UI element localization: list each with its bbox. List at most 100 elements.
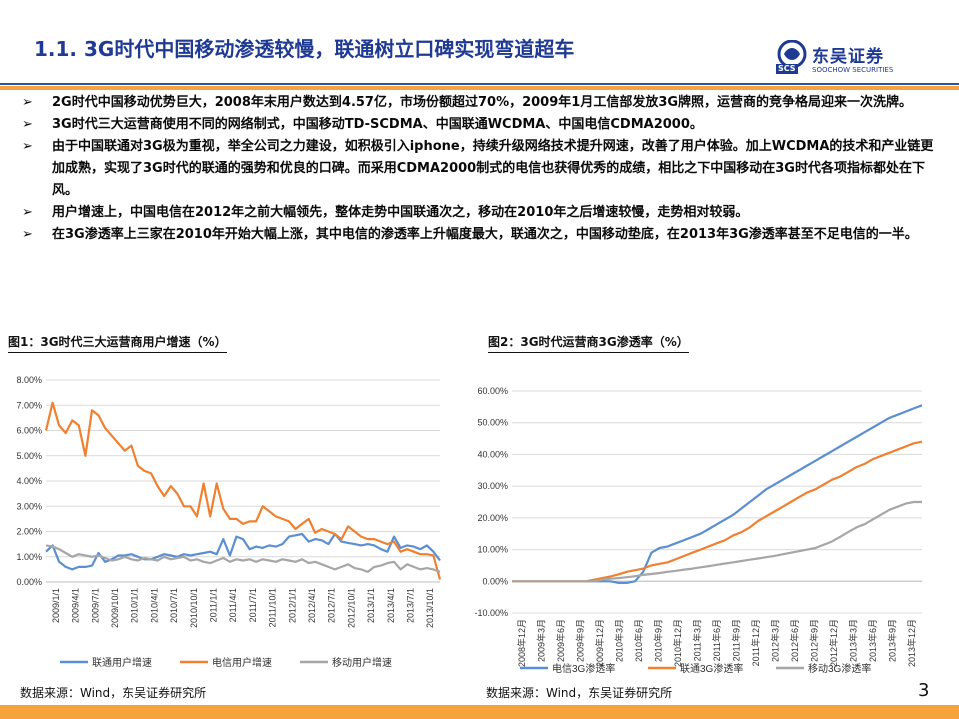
- x-tick-label: 2010年9月: [652, 619, 663, 662]
- x-tick-label: 2009/1/1: [51, 588, 61, 623]
- x-tick-label: 2009/7/1: [90, 588, 100, 623]
- x-tick-label: 2013年12月: [906, 619, 917, 667]
- x-tick-label: 2009年3月: [535, 619, 546, 662]
- x-tick-label: 2009年12月: [594, 619, 605, 667]
- x-tick-label: 2009/4/1: [71, 588, 81, 623]
- bullet-arrow-icon: ➢: [22, 227, 33, 242]
- bullet-text: 在3G渗透率上三家在2010年开始大幅上涨，其中电信的渗透率上升幅度最大，联通次…: [52, 227, 918, 242]
- legend-label: 电信用户增速: [212, 656, 272, 669]
- series-line: [45, 544, 441, 573]
- legend-label: 移动用户增速: [332, 656, 392, 669]
- legend-label: 联通3G渗透率: [680, 662, 743, 675]
- figure2-title: 图2：3G时代运营商3G渗透率（%）: [488, 333, 689, 353]
- y-tick-label: 1.00%: [16, 552, 42, 562]
- y-tick-label: 6.00%: [16, 426, 42, 436]
- x-tick-label: 2012/1/1: [287, 588, 297, 623]
- y-tick-label: 50.00%: [477, 418, 508, 428]
- x-tick-label: 2013年6月: [867, 619, 878, 662]
- y-tick-label: 10.00%: [477, 545, 508, 555]
- x-tick-label: 2013年3月: [848, 619, 859, 662]
- header-rule-blue: [0, 83, 959, 85]
- x-tick-label: 2012年6月: [789, 619, 800, 662]
- x-tick-label: 2013/4/1: [386, 588, 396, 623]
- x-tick-label: 2013年9月: [887, 619, 898, 662]
- x-tick-label: 2010/4/1: [149, 588, 159, 623]
- x-tick-label: 2012年12月: [828, 619, 839, 667]
- bullet-item: ➢ 2G时代中国移动优势巨大，2008年末用户数达到4.57亿，市场份额超过70…: [20, 92, 945, 114]
- bullet-item: ➢ 3G时代三大运营商使用不同的网络制式，中国移动TD-SCDMA、中国联通WC…: [20, 114, 945, 136]
- bullet-arrow-icon: ➢: [22, 117, 33, 132]
- bullet-text: 用户增速上，中国电信在2012年之前大幅领先，整体走势中国联通次之，移动在201…: [52, 205, 749, 220]
- y-tick-label: 2.00%: [16, 527, 42, 537]
- y-tick-label: 40.00%: [477, 449, 508, 459]
- x-tick-label: 2010/10/1: [189, 588, 199, 628]
- source-note-1: 数据来源：Wind，东吴证券研究所: [20, 686, 207, 700]
- bullet-list: ➢ 2G时代中国移动优势巨大，2008年末用户数达到4.57亿，市场份额超过70…: [20, 92, 945, 246]
- x-tick-label: 2010年3月: [613, 619, 624, 662]
- y-tick-label: -10.00%: [474, 608, 508, 618]
- series-line: [45, 532, 441, 571]
- footer-bar: [0, 705, 959, 719]
- x-tick-label: 2012年9月: [809, 619, 820, 662]
- x-tick-label: 2011年12月: [750, 619, 761, 666]
- x-tick-label: 2011/10/1: [268, 588, 278, 627]
- x-tick-label: 2013/7/1: [405, 588, 415, 623]
- bullet-item: ➢ 由于中国联通对3G极为重视，举全公司之力建设，如积极引入iphone，持续升…: [20, 136, 945, 202]
- series-line: [512, 404, 923, 584]
- x-tick-label: 2013/10/1: [425, 588, 435, 628]
- series-line: [512, 440, 923, 583]
- legend-label: 联通用户增速: [92, 656, 152, 669]
- x-tick-label: 2013/1/1: [366, 588, 376, 623]
- legend-label: 移动3G渗透率: [808, 662, 871, 675]
- y-tick-label: 20.00%: [477, 513, 508, 523]
- series-line: [44, 401, 442, 580]
- x-tick-label: 2012/4/1: [307, 588, 317, 623]
- x-tick-label: 2011年6月: [711, 619, 722, 661]
- bullet-text: 3G时代三大运营商使用不同的网络制式，中国移动TD-SCDMA、中国联通WCDM…: [52, 117, 703, 132]
- bullet-item: ➢ 在3G渗透率上三家在2010年开始大幅上涨，其中电信的渗透率上升幅度最大，联…: [20, 224, 945, 246]
- x-tick-label: 2011/4/1: [228, 588, 238, 622]
- x-tick-label: 2011年3月: [691, 619, 702, 661]
- page-title: 1.1. 3G时代中国移动渗透较慢，联通树立口碑实现弯道超车: [34, 37, 575, 61]
- x-tick-label: 2011年9月: [731, 619, 742, 661]
- y-tick-label: 7.00%: [16, 400, 42, 410]
- y-tick-label: 5.00%: [16, 451, 42, 461]
- y-tick-label: 60.00%: [477, 386, 508, 396]
- y-tick-label: 4.00%: [16, 476, 42, 486]
- bullet-arrow-icon: ➢: [22, 139, 33, 154]
- chart-user-growth: 0.00% 1.00% 2.00% 3.00% 4.00% 5.00% 6.00% 7.00%…: [16, 375, 442, 669]
- chart-3g-penetration: -10.00% 0.00% 10.00% 20.00% 30.00% 40.00% 50.0…: [474, 386, 923, 675]
- x-tick-label: 2010年6月: [633, 619, 644, 662]
- y-tick-label: 30.00%: [477, 481, 508, 491]
- logo-mark-text: SCS: [776, 64, 798, 74]
- x-tick-label: 2011/1/1: [208, 588, 218, 622]
- x-tick-label: 2012/7/1: [327, 588, 337, 623]
- bullet-text: 2G时代中国移动优势巨大，2008年末用户数达到4.57亿，市场份额超过70%，…: [52, 95, 913, 110]
- x-tick-label: 2009年9月: [574, 619, 585, 662]
- x-tick-label: 2008年12月: [516, 619, 527, 667]
- y-tick-label: 0.00%: [482, 576, 508, 586]
- bullet-arrow-icon: ➢: [22, 205, 33, 220]
- bullet-item: ➢ 用户增速上，中国电信在2012年之前大幅领先，整体走势中国联通次之，移动在2…: [20, 202, 945, 224]
- source-note-2: 数据来源：Wind，东吴证券研究所: [486, 686, 673, 700]
- y-tick-label: 3.00%: [16, 501, 42, 511]
- y-tick-label: 0.00%: [16, 577, 42, 587]
- x-tick-label: 2012/10/1: [346, 588, 356, 628]
- bullet-arrow-icon: ➢: [22, 95, 33, 110]
- x-tick-label: 2009/10/1: [110, 588, 120, 628]
- x-tick-label: 2011/7/1: [248, 588, 258, 622]
- x-tick-label: 2010年12月: [672, 619, 683, 667]
- page-number: 3: [918, 680, 930, 701]
- series-line: [512, 500, 922, 583]
- figure1-title: 图1：3G时代三大运营商用户增速（%）: [8, 333, 227, 353]
- logo-text-en: SOOCHOW SECURITIES: [812, 66, 894, 74]
- bullet-text: 由于中国联通对3G极为重视，举全公司之力建设，如积极引入iphone，持续升级网…: [52, 139, 934, 198]
- header-rule-orange: [0, 86, 959, 90]
- x-tick-label: 2010/1/1: [130, 588, 140, 623]
- legend-label: 电信3G渗透率: [552, 662, 615, 675]
- x-tick-label: 2009年6月: [555, 619, 566, 662]
- x-tick-label: 2012年3月: [770, 619, 781, 662]
- x-tick-label: 2010/7/1: [169, 588, 179, 623]
- logo-text-cn: 东吴证券: [812, 47, 884, 67]
- y-tick-label: 8.00%: [16, 375, 42, 385]
